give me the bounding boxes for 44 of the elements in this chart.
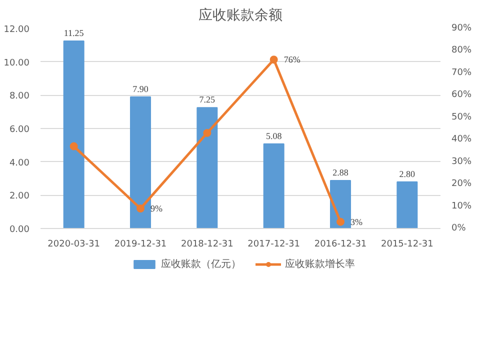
chart-title: 应收账款余额 xyxy=(198,8,282,24)
x-tick-label: 2016-12-31 xyxy=(314,240,367,250)
y-tick-label: 10.00 xyxy=(4,58,30,68)
y-tick-label: 12.00 xyxy=(4,25,30,35)
point xyxy=(336,218,344,226)
legend-label: 应收账款增长率 xyxy=(285,258,355,271)
x-tick-label: 2018-12-31 xyxy=(181,240,234,250)
bar xyxy=(196,107,218,228)
point xyxy=(203,128,212,137)
data-label: 2.88 xyxy=(332,168,349,178)
x-tick-label: 2019-12-31 xyxy=(114,240,167,250)
y2-tick-label: 40% xyxy=(452,134,472,145)
y-tick-label: 4.00 xyxy=(9,158,30,168)
bar xyxy=(263,143,284,228)
y2-tick-label: 10% xyxy=(452,201,472,212)
y2-tick-label: 0% xyxy=(452,224,466,234)
bar xyxy=(130,96,151,228)
x-tick-label: 2020-03-31 xyxy=(48,240,100,250)
data-label: 7.90 xyxy=(132,84,149,94)
data-label: 11.25 xyxy=(64,28,84,38)
bar xyxy=(396,181,418,228)
point xyxy=(70,142,78,150)
y-tick-label: 6.00 xyxy=(9,125,30,135)
x-tick-label: 2017-12-31 xyxy=(248,240,300,250)
y2-tick-label: 90% xyxy=(452,24,472,34)
data-label: 5.08 xyxy=(266,130,282,141)
y2-tick-label: 20% xyxy=(452,179,472,190)
data-label: 76% xyxy=(284,54,301,65)
y2-tick-label: 80% xyxy=(452,46,472,56)
data-label: 7.25 xyxy=(199,94,216,105)
y2-tick-label: 50% xyxy=(452,112,472,122)
y-tick-label: 8.00 xyxy=(9,92,30,102)
y-tick-label: 2.00 xyxy=(9,192,30,202)
y2-tick-label: 60% xyxy=(452,90,472,100)
y2-tick-label: 70% xyxy=(452,68,472,78)
x-tick-label: 2015-12-31 xyxy=(381,240,434,250)
y-tick-label: 0.00 xyxy=(9,225,30,235)
bar xyxy=(63,40,84,228)
legend-label: 应收账款（亿元） xyxy=(161,258,241,271)
data-label: 3% xyxy=(350,216,363,227)
point xyxy=(270,56,278,64)
y2-tick-label: 30% xyxy=(452,156,472,167)
data-label: 2.80 xyxy=(399,168,416,179)
point xyxy=(136,204,144,212)
